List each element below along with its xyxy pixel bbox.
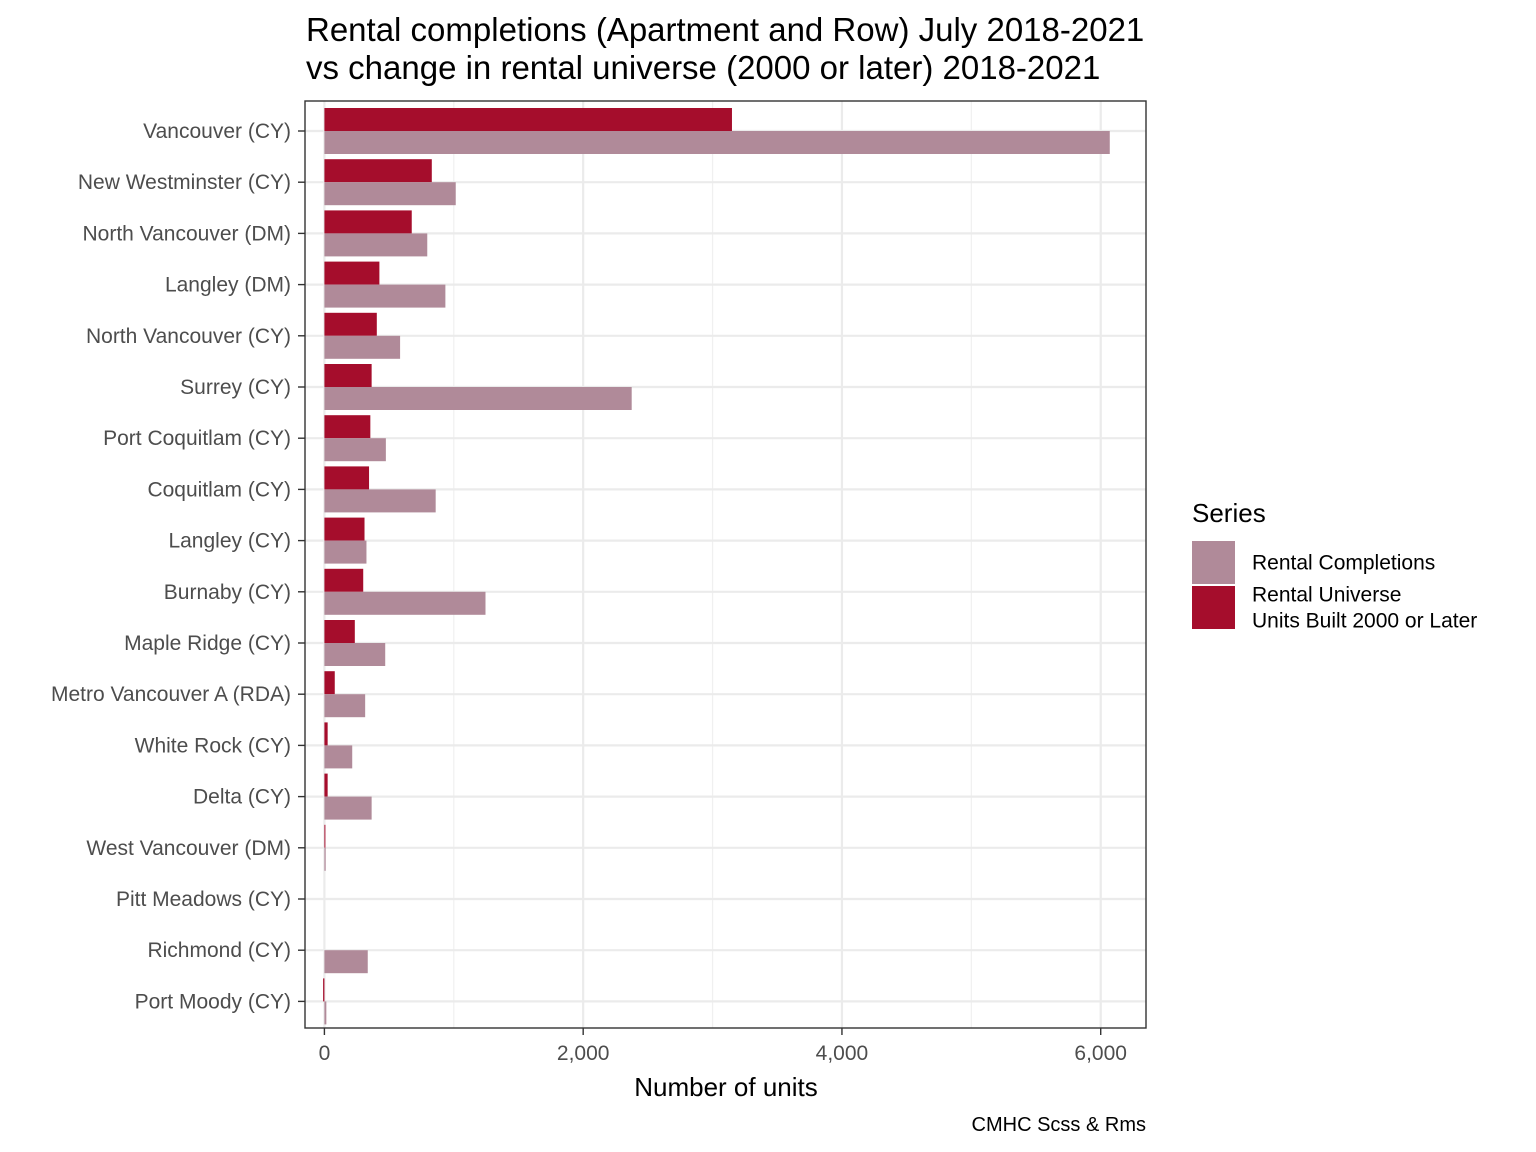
chart-title-line-1: Rental completions (Apartment and Row) J… [306,11,1144,48]
bar-rental-completions [324,131,1110,154]
bar-rental-completions [324,950,368,974]
bar-rental-completions [324,335,401,359]
bar-rental-universe [324,824,326,848]
legend-title: Series [1192,498,1266,528]
legend-key [1192,541,1235,584]
bar-rental-completions [324,694,366,718]
category-label: Vancouver (CY) [143,120,291,143]
category-label: Langley (DM) [165,274,291,297]
x-tick-label: 0 [319,1042,331,1065]
bar-rental-completions [324,796,372,820]
bar-rental-universe [324,568,364,592]
bar-rental-universe [324,159,432,183]
bar-rental-universe [324,671,335,695]
category-label: Coquitlam (CY) [147,478,291,501]
category-label: Pitt Meadows (CY) [116,888,291,911]
bar-rental-universe [323,978,325,1002]
category-label: North Vancouver (CY) [86,325,291,348]
bar-rental-completions [324,1001,327,1025]
plot-panel: Vancouver (CY) New Westminster (CY) North … [51,100,1147,1065]
category-label: Delta (CY) [193,786,291,809]
category-label: Richmond (CY) [147,939,291,962]
bar-rental-completions [324,233,428,257]
category-label: Langley (CY) [168,530,291,553]
bar-rental-completions [324,847,326,871]
category-label: North Vancouver (DM) [82,222,291,245]
legend-label: Rental Universe [1252,584,1401,607]
category-label: Metro Vancouver A (RDA) [51,683,291,706]
category-label: Maple Ridge (CY) [124,632,291,655]
bar-rental-completions [324,489,436,513]
category-label: New Westminster (CY) [78,171,291,194]
bar-rental-completions [324,745,353,769]
chart-caption: CMHC Scss & Rms [972,1114,1146,1136]
bar-rental-completions [324,643,386,666]
bar-rental-universe [324,364,372,387]
bar-rental-universe [324,261,380,285]
legend: Series Rental Completions Rental Universe… [1192,498,1477,633]
category-label: Surrey (CY) [180,376,291,399]
x-tick-label: 4,000 [816,1042,869,1065]
bar-rental-universe [324,517,365,541]
x-axis-title: Number of units [634,1072,818,1102]
category-label: White Rock (CY) [135,734,291,757]
bar-rental-universe [324,722,328,746]
bar-rental-completions [324,387,632,410]
category-label: Port Coquitlam (CY) [103,427,291,450]
bar-rental-completions [324,540,367,564]
category-label: Burnaby (CY) [164,581,291,604]
bar-rental-completions [324,182,456,206]
legend-label: Units Built 2000 or Later [1252,610,1477,633]
bar-rental-universe [324,210,412,234]
panel-border [304,100,1147,1029]
bar-rental-universe [324,620,355,643]
panel-background [305,101,1146,1028]
category-label: Port Moody (CY) [135,990,291,1013]
bar-rental-completions [324,284,446,308]
legend-key [1192,586,1235,629]
bar-rental-universe [324,466,370,490]
x-tick-label: 2,000 [557,1042,610,1065]
bar-rental-completions [324,438,386,462]
x-tick-label: 6,000 [1074,1042,1127,1065]
bar-rental-universe [324,415,371,439]
legend-label: Rental Completions [1252,552,1435,575]
chart-title-line-2: vs change in rental universe (2000 or la… [306,49,1100,86]
bar-rental-universe [324,108,732,131]
bar-rental-universe [324,312,377,336]
category-label: West Vancouver (DM) [86,837,291,860]
bar-rental-completions [324,591,486,615]
bar-rental-universe [324,773,328,797]
